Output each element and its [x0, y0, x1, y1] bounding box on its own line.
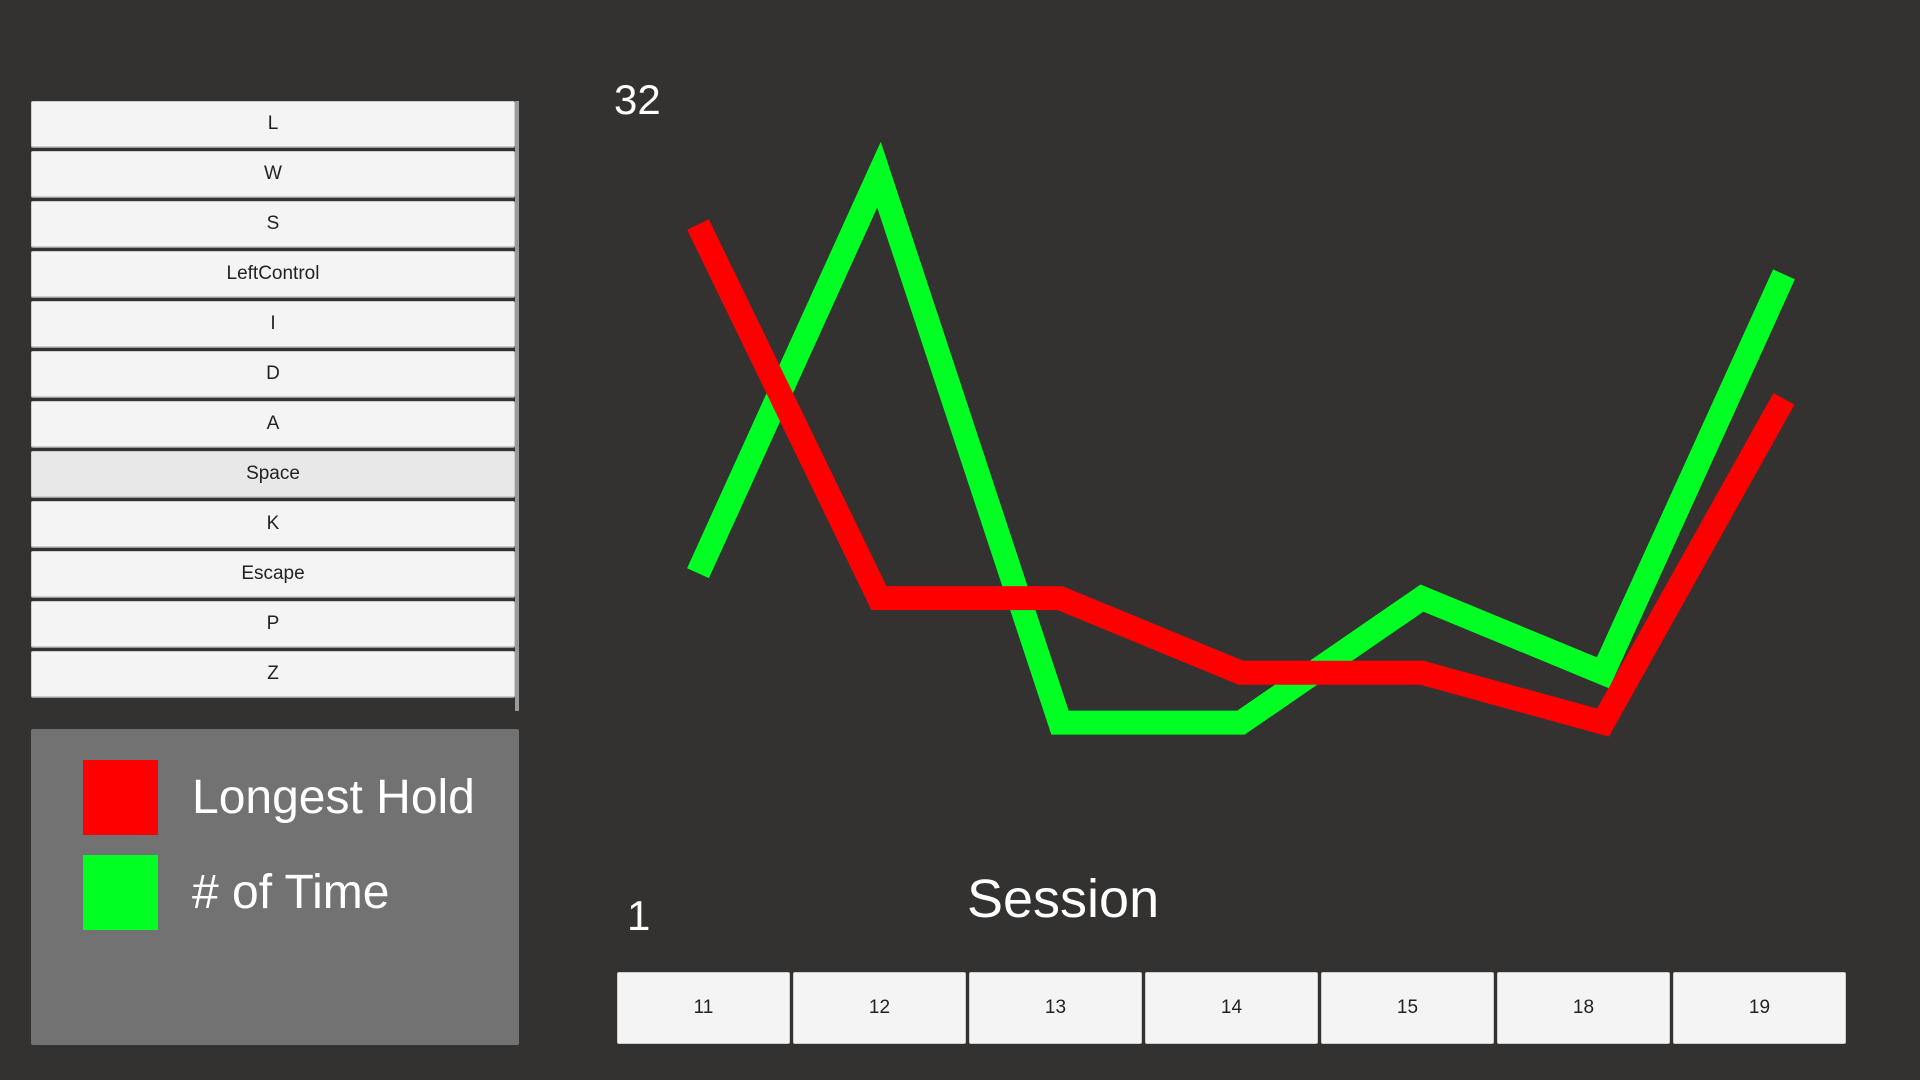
key-button-leftcontrol[interactable]: LeftControl [31, 251, 515, 297]
key-button-z[interactable]: Z [31, 651, 515, 697]
key-button-a[interactable]: A [31, 401, 515, 447]
key-button-d[interactable]: D [31, 351, 515, 397]
y-axis-max-label: 32 [614, 76, 661, 123]
session-button-19[interactable]: 19 [1673, 972, 1846, 1044]
legend-label-number-of-time: # of Time [192, 865, 390, 919]
session-button-11[interactable]: 11 [617, 972, 790, 1044]
key-button-w[interactable]: W [31, 151, 515, 197]
session-button-bar: 11 12 13 14 15 18 19 [617, 972, 1849, 1044]
key-button-space[interactable]: Space [31, 451, 515, 497]
key-button-p[interactable]: P [31, 601, 515, 647]
legend-swatch-green [83, 854, 158, 930]
legend-item-longest-hold: Longest Hold [83, 759, 475, 835]
series-line-longest-hold [687, 219, 1795, 737]
x-axis-title: Session [967, 869, 1160, 929]
y-axis-min-label: 1 [627, 892, 651, 939]
legend-item-number-of-time: # of Time [83, 854, 389, 930]
key-button-s[interactable]: S [31, 201, 515, 247]
series-line-of-time [687, 141, 1795, 735]
session-button-13[interactable]: 13 [969, 972, 1142, 1044]
key-button-k[interactable]: K [31, 501, 515, 547]
key-list: L W S LeftControl I D A Space K Escape P Z [31, 101, 519, 697]
key-list-panel[interactable]: L W S LeftControl I D A Space K Escape P Z [31, 101, 519, 711]
legend-panel: Longest Hold # of Time [31, 729, 519, 1045]
session-button-14[interactable]: 14 [1145, 972, 1318, 1044]
legend-swatch-red [83, 759, 158, 835]
session-button-12[interactable]: 12 [793, 972, 966, 1044]
session-button-15[interactable]: 15 [1321, 972, 1494, 1044]
key-button-escape[interactable]: Escape [31, 551, 515, 597]
key-button-l[interactable]: L [31, 101, 515, 147]
key-list-scroll-edge[interactable] [515, 101, 519, 711]
session-button-18[interactable]: 18 [1497, 972, 1670, 1044]
legend-label-longest-hold: Longest Hold [192, 770, 475, 824]
key-button-i[interactable]: I [31, 301, 515, 347]
